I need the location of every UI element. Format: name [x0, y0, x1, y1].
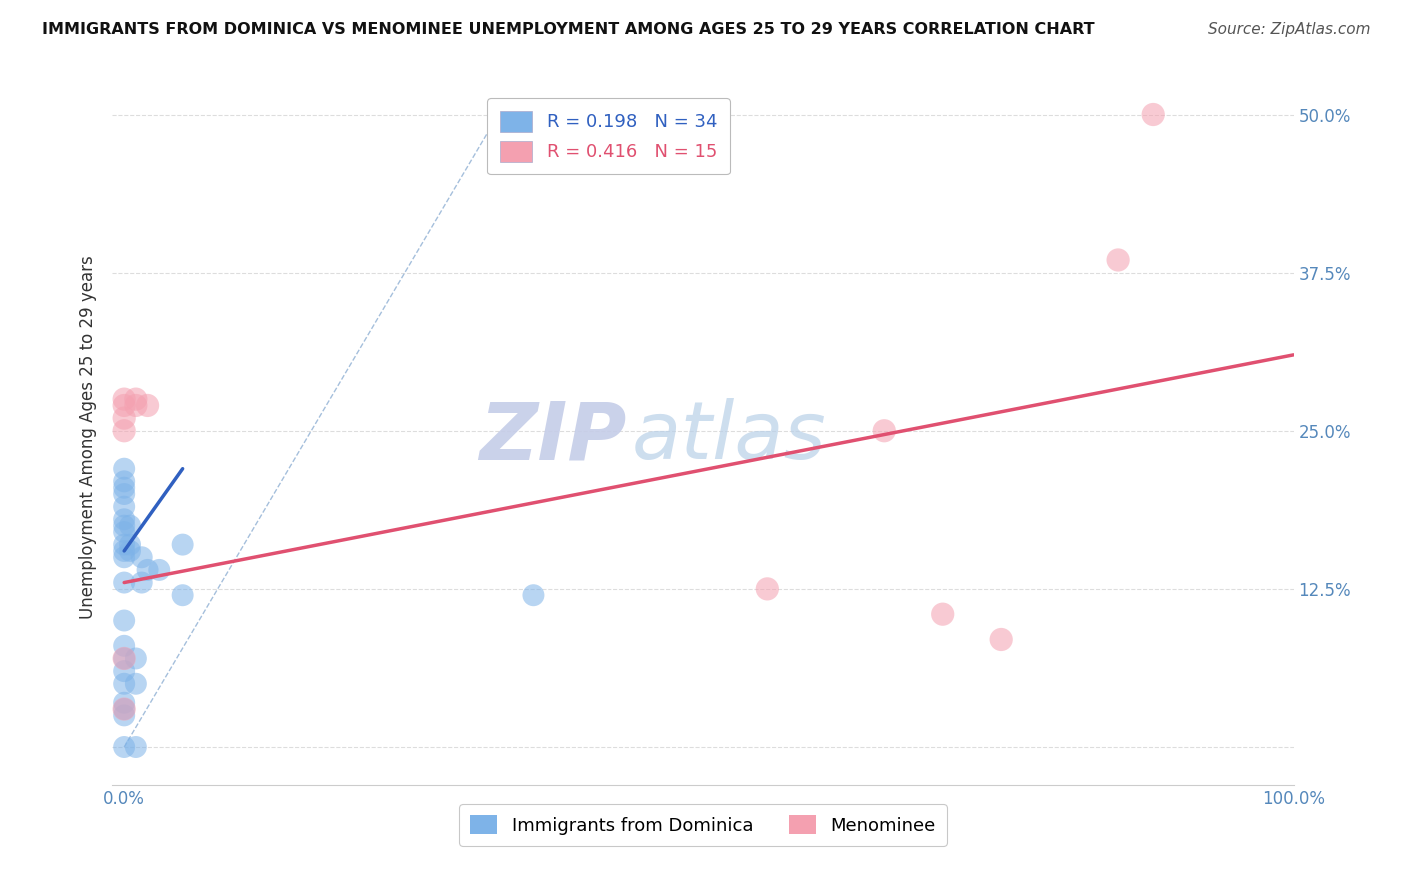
- Point: [112, 614, 135, 628]
- Point: [112, 696, 135, 710]
- Point: [125, 392, 148, 406]
- Point: [125, 677, 148, 691]
- Point: [112, 512, 135, 526]
- Point: [136, 399, 159, 413]
- Point: [112, 651, 135, 665]
- Point: [112, 518, 135, 533]
- Text: atlas: atlas: [633, 398, 827, 476]
- Point: [112, 475, 135, 489]
- Point: [112, 664, 135, 678]
- Point: [112, 424, 135, 438]
- Point: [756, 582, 779, 596]
- Point: [172, 538, 194, 552]
- Point: [990, 632, 1012, 647]
- Point: [148, 563, 170, 577]
- Point: [1142, 107, 1164, 121]
- Point: [931, 607, 953, 622]
- Point: [112, 651, 135, 665]
- Y-axis label: Unemployment Among Ages 25 to 29 years: Unemployment Among Ages 25 to 29 years: [79, 255, 97, 619]
- Point: [112, 544, 135, 558]
- Point: [112, 639, 135, 653]
- Point: [131, 575, 153, 590]
- Point: [125, 739, 148, 754]
- Point: [112, 550, 135, 565]
- Point: [112, 538, 135, 552]
- Point: [118, 544, 141, 558]
- Point: [172, 588, 194, 602]
- Point: [1107, 252, 1129, 267]
- Point: [112, 739, 135, 754]
- Point: [112, 575, 135, 590]
- Point: [112, 677, 135, 691]
- Point: [522, 588, 544, 602]
- Text: IMMIGRANTS FROM DOMINICA VS MENOMINEE UNEMPLOYMENT AMONG AGES 25 TO 29 YEARS COR: IMMIGRANTS FROM DOMINICA VS MENOMINEE UN…: [42, 22, 1095, 37]
- Point: [125, 651, 148, 665]
- Point: [112, 708, 135, 723]
- Point: [112, 524, 135, 539]
- Point: [873, 424, 896, 438]
- Point: [112, 399, 135, 413]
- Point: [112, 461, 135, 475]
- Point: [118, 538, 141, 552]
- Point: [112, 702, 135, 716]
- Legend: Immigrants from Dominica, Menominee: Immigrants from Dominica, Menominee: [460, 805, 946, 846]
- Point: [112, 411, 135, 425]
- Point: [112, 392, 135, 406]
- Text: ZIP: ZIP: [479, 398, 626, 476]
- Point: [112, 500, 135, 514]
- Point: [131, 550, 153, 565]
- Point: [118, 518, 141, 533]
- Point: [112, 702, 135, 716]
- Point: [125, 399, 148, 413]
- Point: [112, 487, 135, 501]
- Point: [112, 481, 135, 495]
- Point: [136, 563, 159, 577]
- Text: Source: ZipAtlas.com: Source: ZipAtlas.com: [1208, 22, 1371, 37]
